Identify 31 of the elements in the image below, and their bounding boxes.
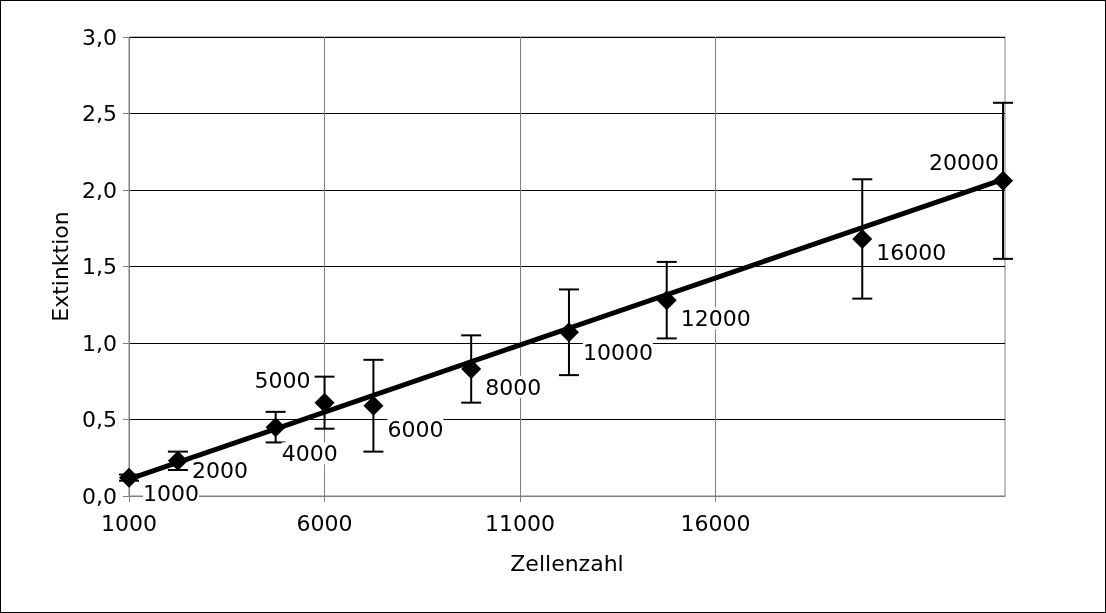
point	[993, 170, 1014, 191]
x-tick-label: 1000	[101, 510, 157, 536]
annotation: 5000	[254, 368, 311, 394]
y-tick-label: 0,5	[82, 407, 117, 432]
y-tick-label: 2,5	[82, 101, 117, 126]
annotation: 20000	[929, 150, 1000, 176]
annotation: 16000	[876, 240, 947, 266]
point	[656, 290, 677, 311]
point	[363, 395, 384, 416]
point	[265, 417, 286, 438]
x-tick-label: 6000	[296, 510, 353, 536]
annotation: 8000	[485, 374, 542, 400]
point	[119, 467, 139, 488]
point	[558, 322, 579, 343]
annotation: 4000	[281, 440, 338, 466]
annotation: 10000	[582, 339, 653, 365]
point	[852, 228, 873, 249]
annotation: 12000	[680, 305, 751, 331]
y-tick-label: 1,0	[82, 330, 117, 356]
y-tick-label: 0,0	[82, 483, 117, 509]
annotation: 6000	[387, 417, 444, 443]
y-tick-label: 2,0	[82, 177, 117, 203]
x-tick-label: 11000	[485, 510, 556, 536]
point	[314, 392, 335, 413]
y-tick-label: 1,5	[82, 254, 117, 279]
y-axis-title: Extinktion	[47, 211, 73, 322]
x-axis-title: Zellenzahl	[510, 550, 624, 576]
y-tick-label: 3,0	[82, 24, 117, 50]
x-tick-label: 16000	[680, 510, 751, 536]
annotation: 1000	[143, 481, 199, 507]
annotation: 2000	[191, 458, 248, 484]
